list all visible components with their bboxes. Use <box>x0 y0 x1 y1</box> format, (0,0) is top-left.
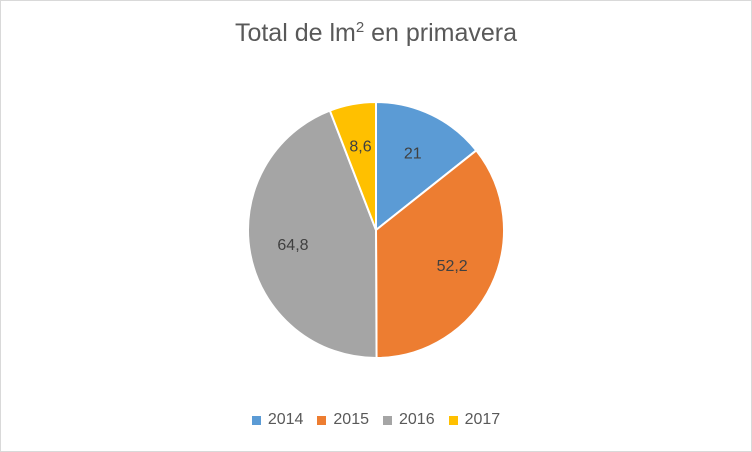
chart-legend: 2014 2015 2016 2017 <box>1 411 751 429</box>
legend-label-2015: 2015 <box>333 411 369 428</box>
legend-item-2015: 2015 <box>317 411 369 429</box>
legend-label-2016: 2016 <box>399 411 435 428</box>
legend-item-2014: 2014 <box>251 411 304 429</box>
chart-title: Total de lm2 en primavera <box>1 19 751 48</box>
pie-slice-2016 <box>247 109 378 360</box>
legend-item-2016: 2016 <box>383 411 435 429</box>
data-label-2015: 52,2 <box>437 258 468 275</box>
legend-swatch-2014 <box>251 415 261 425</box>
pie-slice-2015 <box>374 149 505 360</box>
legend-swatch-2016 <box>383 415 392 425</box>
data-label-2016: 64,8 <box>277 237 308 254</box>
chart-title-superscript: 2 <box>355 19 365 36</box>
pie-slice-2017 <box>328 100 377 231</box>
data-label-2014: 21 <box>404 145 422 162</box>
legend-swatch-2015 <box>317 415 327 425</box>
legend-label-2017: 2017 <box>464 411 501 428</box>
legend-item-2017: 2017 <box>448 411 501 429</box>
chart-title-text: Total de lm <box>234 19 356 47</box>
legend-swatch-2017 <box>448 415 458 425</box>
pie-slice-2014 <box>375 100 478 233</box>
legend-label-2014: 2014 <box>267 411 304 428</box>
data-label-2017: 8,6 <box>349 138 371 155</box>
chart-title-suffix: en primavera <box>364 19 518 47</box>
